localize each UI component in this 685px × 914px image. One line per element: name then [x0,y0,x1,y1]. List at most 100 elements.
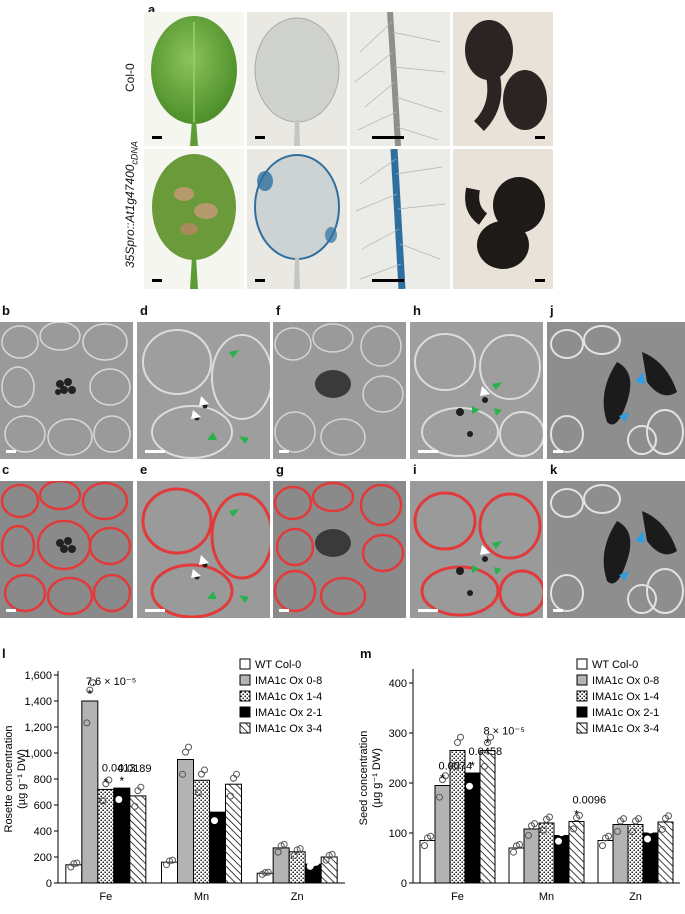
replicate-point [650,824,657,832]
leaf-col0-stain [247,12,347,146]
replicate-point [614,828,621,836]
x-tick-label: Fe [99,891,112,903]
replicate-point [561,827,568,835]
replicate-point [546,813,553,821]
replicate-point [570,825,577,833]
replicate-point [185,743,192,751]
replicate-point [201,766,208,774]
replicate-point [487,733,494,741]
micrograph-g [273,481,406,618]
p-value-label: 0.0074 [439,761,473,773]
scale-bar [255,136,265,139]
y-tick-label: 1,600 [24,670,52,682]
legend-label-4: IMA1c Ox 3-4 [592,723,659,735]
x-tick-label: Mn [194,891,209,903]
replicate-point [421,842,428,850]
replicate-point [290,852,298,860]
p-value-label: 7.6 × 10⁻⁵ [86,676,136,688]
root-col0-stain [350,12,450,146]
bar-mn-4 [225,783,242,884]
bar-fe-1 [434,785,451,884]
y-tick-label: 200 [389,778,407,790]
significance-star: * [119,774,124,788]
replicate-point [576,811,583,819]
replicate-point [137,783,145,791]
panel-label-a: a [148,2,156,17]
y-tick-label: 1,400 [24,696,52,708]
leaf-transgenic-photo [144,149,244,289]
y-tick-label: 1,000 [24,748,52,760]
legend-label-3: IMA1c Ox 2-1 [592,707,659,719]
bar-mn-1 [177,759,194,884]
legend-swatch-0 [239,658,251,670]
scale-bar [145,450,165,453]
p-value-label: 0.0096 [573,795,607,807]
y-tick-label: 1,200 [24,722,52,734]
y-tick-label: 0 [401,878,407,890]
panel-label-d: d [140,303,148,318]
row-label-transgenic: 35Spro::At1g47400cDNA [123,141,139,268]
bar-zn-4 [657,821,674,884]
row-label-col0-text: Col-0 [123,63,137,92]
replicate-point [555,837,562,845]
micrograph-j [547,322,685,459]
replicate-point [328,850,336,858]
scale-bar [418,450,438,453]
replicate-point [481,762,488,770]
replicate-point [644,835,651,843]
replicate-point [211,817,218,825]
legend-label-2: IMA1c Ox 1-4 [592,691,659,703]
significance-star: * [574,808,579,822]
x-tick-label: Mn [539,891,554,903]
panel-label-l: l [2,646,6,661]
replicate-point [195,789,202,797]
micrograph-k [547,481,685,618]
row-label-transgenic-text: 35Spro::At1g47400 [123,164,137,268]
replicate-point [325,851,333,859]
significance-star: * [87,687,92,701]
replicate-point [131,802,139,810]
replicate-point [635,815,642,823]
y-tick-label: 300 [389,728,407,740]
y-tick-label: 600 [34,800,52,812]
panel-label-m: m [360,646,372,661]
micrograph-d [137,322,270,459]
significance-star: * [440,772,445,786]
replicate-point [442,772,449,780]
replicate-point [466,782,473,790]
root-transgenic-stain [350,149,450,289]
y-tick-label: 400 [389,678,407,690]
scale-bar [6,609,16,612]
chart-seed: Seed concentration(µg g⁻¹ DW) 0 100 200 300 4… [358,658,680,903]
scale-bar [145,609,165,612]
scale-bar [372,136,404,139]
replicate-point [115,795,123,803]
scale-bar [553,450,563,453]
bar-fe-4 [479,750,496,884]
significance-star: * [470,759,475,773]
scale-bar [553,609,563,612]
bar-zn-4 [320,856,338,884]
bar-mn-4 [568,821,585,884]
legend-label-4: IMA1c Ox 3-4 [255,723,322,735]
embryo-transgenic-stain [453,149,553,289]
replicate-point [484,739,491,747]
replicate-point [264,868,272,876]
micrograph-i [410,481,543,618]
replicate-point [233,770,240,778]
micrograph-c [0,481,133,618]
y-axis-label: Seed concentration(µg g⁻¹ DW) [358,731,383,826]
p-value-label: 0.0458 [469,746,503,758]
replicate-point [227,792,234,800]
micrograph-b [0,322,133,459]
x-tick-label: Zn [629,891,642,903]
replicate-point [198,770,205,778]
x-tick-label: Zn [291,891,304,903]
replicate-point [89,679,97,687]
y-tick-label: 400 [34,826,52,838]
legend-swatch-4 [239,722,251,734]
legend-label-1: IMA1c Ox 0-8 [592,675,659,687]
replicate-point [166,857,173,865]
replicate-point [457,733,464,741]
x-tick-label: Fe [451,891,464,903]
